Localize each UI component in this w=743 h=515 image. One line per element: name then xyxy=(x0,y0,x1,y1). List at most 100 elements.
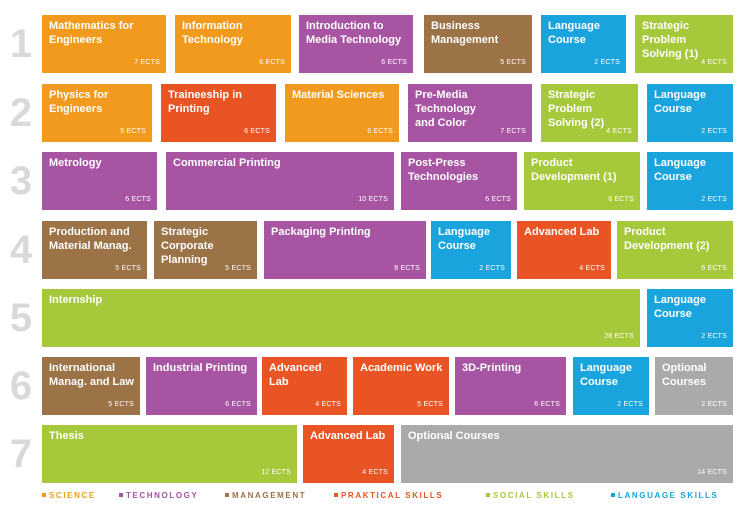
module-card: Traineeship in Printing 6 ECTS xyxy=(161,84,276,142)
module-card: Optional Courses 14 ECTS xyxy=(401,425,733,483)
module-card: Language Course 2 ECTS xyxy=(541,15,626,73)
module-title: Internship xyxy=(49,294,103,306)
module-card: Physics for Engineers 5 ECTS xyxy=(42,84,152,142)
module-ects: 6 ECTS xyxy=(259,59,285,66)
legend-swatch-icon xyxy=(42,492,46,497)
module-card: Language Course 2 ECTS xyxy=(573,357,649,415)
module-title: Optional Courses xyxy=(662,362,707,388)
module-ects: 4 ECTS xyxy=(579,265,605,272)
semester-number: 7 xyxy=(9,432,33,476)
module-card: Thesis 12 ECTS xyxy=(42,425,297,483)
module-ects: 5 ECTS xyxy=(108,401,134,408)
module-title: Academic Work xyxy=(360,362,443,374)
module-ects: 6 ECTS xyxy=(244,128,270,135)
module-title: Language Course xyxy=(654,294,706,320)
legend-item: SCIENCE xyxy=(42,491,96,500)
module-ects: 6 ECTS xyxy=(367,128,393,135)
module-ects: 12 ECTS xyxy=(261,469,291,476)
semester-number: 2 xyxy=(9,91,33,135)
module-card: Pre-Media Technology and Color 7 ECTS xyxy=(408,84,532,142)
module-card: Packaging Printing 8 ECTS xyxy=(264,221,426,279)
module-ects: 2 ECTS xyxy=(701,128,727,135)
module-ects: 6 ECTS xyxy=(534,401,560,408)
module-card: Strategic Problem Solving (2) 4 ECTS xyxy=(541,84,638,142)
module-title: Language Course xyxy=(580,362,632,388)
legend-swatch-icon xyxy=(119,492,123,497)
module-ects: 5 ECTS xyxy=(115,265,141,272)
module-title: Business Management xyxy=(431,20,499,46)
module-title: Packaging Printing xyxy=(271,226,371,238)
module-card: Advanced Lab 4 ECTS xyxy=(303,425,394,483)
module-title: Product Development (2) xyxy=(624,226,710,252)
legend-item: PRAKTICAL SKILLS xyxy=(334,491,443,500)
module-card: Metrology 6 ECTS xyxy=(42,152,157,210)
legend-item: TECHNOLOGY xyxy=(119,491,198,500)
module-ects: 5 ECTS xyxy=(120,128,146,135)
module-title: Language Course xyxy=(438,226,490,252)
legend-swatch-icon xyxy=(486,492,490,497)
legend-label: MANAGEMENT xyxy=(232,491,307,500)
semester-number: 1 xyxy=(9,22,33,66)
legend-swatch-icon xyxy=(611,492,615,497)
module-title: Introduction to Media Technology xyxy=(306,20,402,46)
module-ects: 4 ECTS xyxy=(362,469,388,476)
module-card: Industrial Printing 6 ECTS xyxy=(146,357,257,415)
module-title: Strategic Corporate Planning xyxy=(161,226,214,266)
module-title: Pre-Media Technology and Color xyxy=(415,89,476,129)
module-title: Traineeship in Printing xyxy=(168,89,242,115)
legend-item: MANAGEMENT xyxy=(225,491,306,500)
module-card: Material Sciences 6 ECTS xyxy=(285,84,399,142)
module-card: Business Management 5 ECTS xyxy=(424,15,532,73)
module-title: Optional Courses xyxy=(408,430,500,442)
module-title: Strategic Problem Solving (2) xyxy=(548,89,605,129)
module-title: Language Course xyxy=(654,157,706,183)
module-ects: 6 ECTS xyxy=(125,196,151,203)
module-title: Post-Press Technologies xyxy=(408,157,479,183)
module-card: Mathematics for Engineers 7 ECTS xyxy=(42,15,166,73)
legend-item: SOCIAL SKILLS xyxy=(486,491,575,500)
module-title: Material Sciences xyxy=(292,89,385,101)
module-ects: 4 ECTS xyxy=(315,401,341,408)
module-card: International Manag. and Law 5 ECTS xyxy=(42,357,140,415)
module-title: Language Course xyxy=(548,20,600,46)
legend-label: TECHNOLOGY xyxy=(126,491,199,500)
module-ects: 2 ECTS xyxy=(701,401,727,408)
module-card: Introduction to Media Technology 6 ECTS xyxy=(299,15,413,73)
module-ects: 4 ECTS xyxy=(606,128,632,135)
module-ects: 8 ECTS xyxy=(394,265,420,272)
module-ects: 6 ECTS xyxy=(608,196,634,203)
module-title: Production and Material Manag. xyxy=(49,226,132,252)
module-card: Commercial Printing 10 ECTS xyxy=(166,152,394,210)
module-ects: 4 ECTS xyxy=(701,59,727,66)
module-ects: 2 ECTS xyxy=(594,59,620,66)
module-ects: 6 ECTS xyxy=(701,265,727,272)
module-card: Product Development (2) 6 ECTS xyxy=(617,221,733,279)
semester-number: 4 xyxy=(9,228,33,272)
module-title: International Manag. and Law xyxy=(49,362,134,388)
module-card: Academic Work 5 ECTS xyxy=(353,357,449,415)
module-title: Physics for Engineers xyxy=(49,89,109,115)
module-title: Advanced Lab xyxy=(524,226,600,238)
module-ects: 6 ECTS xyxy=(485,196,511,203)
module-ects: 2 ECTS xyxy=(479,265,505,272)
module-ects: 7 ECTS xyxy=(500,128,526,135)
module-card: Internship 28 ECTS xyxy=(42,289,640,347)
module-card: Post-Press Technologies 6 ECTS xyxy=(401,152,517,210)
module-card: Strategic Problem Solving (1) 4 ECTS xyxy=(635,15,733,73)
module-ects: 5 ECTS xyxy=(225,265,251,272)
module-ects: 10 ECTS xyxy=(358,196,388,203)
module-ects: 28 ECTS xyxy=(604,333,634,340)
legend-label: LANGUAGE SKILLS xyxy=(618,491,719,500)
legend-swatch-icon xyxy=(334,492,338,497)
module-card: Language Course 2 ECTS xyxy=(647,289,733,347)
module-ects: 2 ECTS xyxy=(617,401,643,408)
module-title: Industrial Printing xyxy=(153,362,248,374)
module-ects: 7 ECTS xyxy=(134,59,160,66)
module-card: Language Course 2 ECTS xyxy=(647,152,733,210)
semester-number: 6 xyxy=(9,364,33,408)
module-ects: 6 ECTS xyxy=(225,401,251,408)
legend-label: SCIENCE xyxy=(49,491,96,500)
module-title: Product Development (1) xyxy=(531,157,617,183)
category-legend: SCIENCE TECHNOLOGY MANAGEMENT PRAKTICAL SKI… xyxy=(42,491,743,503)
module-title: Advanced Lab xyxy=(269,362,322,388)
